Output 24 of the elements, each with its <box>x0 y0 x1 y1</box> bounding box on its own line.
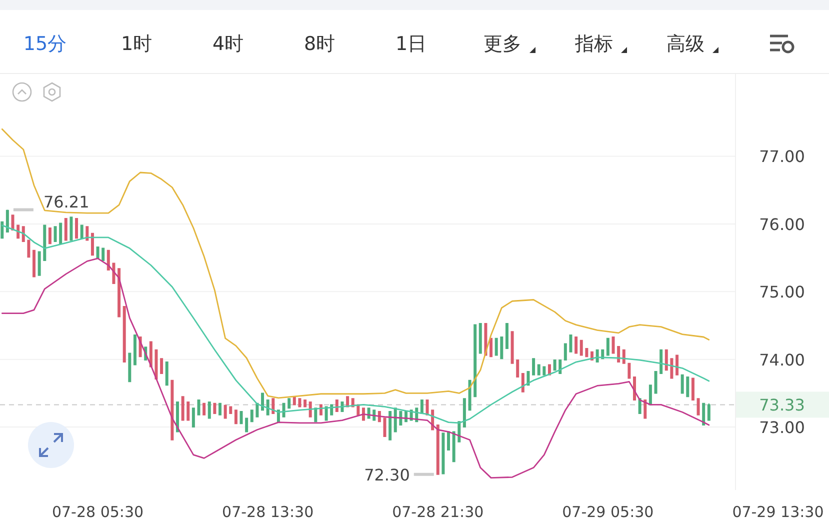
text: 指标 <box>574 33 613 55</box>
x-tick-label: 07-28 13:30 <box>222 503 314 521</box>
annotation: 72.30 <box>364 465 410 484</box>
y-tick-label: 74.00 <box>759 350 805 370</box>
ref-line-label: 73.33 <box>759 396 805 415</box>
x-tick-label: 07-28 05:30 <box>52 503 144 521</box>
annotation: 76.21 <box>43 192 90 212</box>
y-tick-label: 75.00 <box>759 282 805 302</box>
x-tick-label: 07-29 13:30 <box>732 503 824 521</box>
y-tick-label: 73.00 <box>759 418 805 438</box>
text: 高级 <box>666 33 704 55</box>
y-tick-label: 77.00 <box>759 147 805 166</box>
x-tick-label: 07-28 21:30 <box>392 503 484 521</box>
y-tick-label: 76.00 <box>759 214 805 234</box>
text: 4时 <box>212 33 244 55</box>
candlestick <box>245 418 248 432</box>
text: 15分 <box>23 33 67 55</box>
text: 1日 <box>395 33 427 55</box>
text: 8时 <box>304 33 336 55</box>
text: 更多 <box>484 33 522 55</box>
candlestick <box>707 402 710 421</box>
candlestick <box>229 406 232 414</box>
x-tick-label: 07-29 05:30 <box>562 503 654 521</box>
text: 1时 <box>120 33 152 55</box>
